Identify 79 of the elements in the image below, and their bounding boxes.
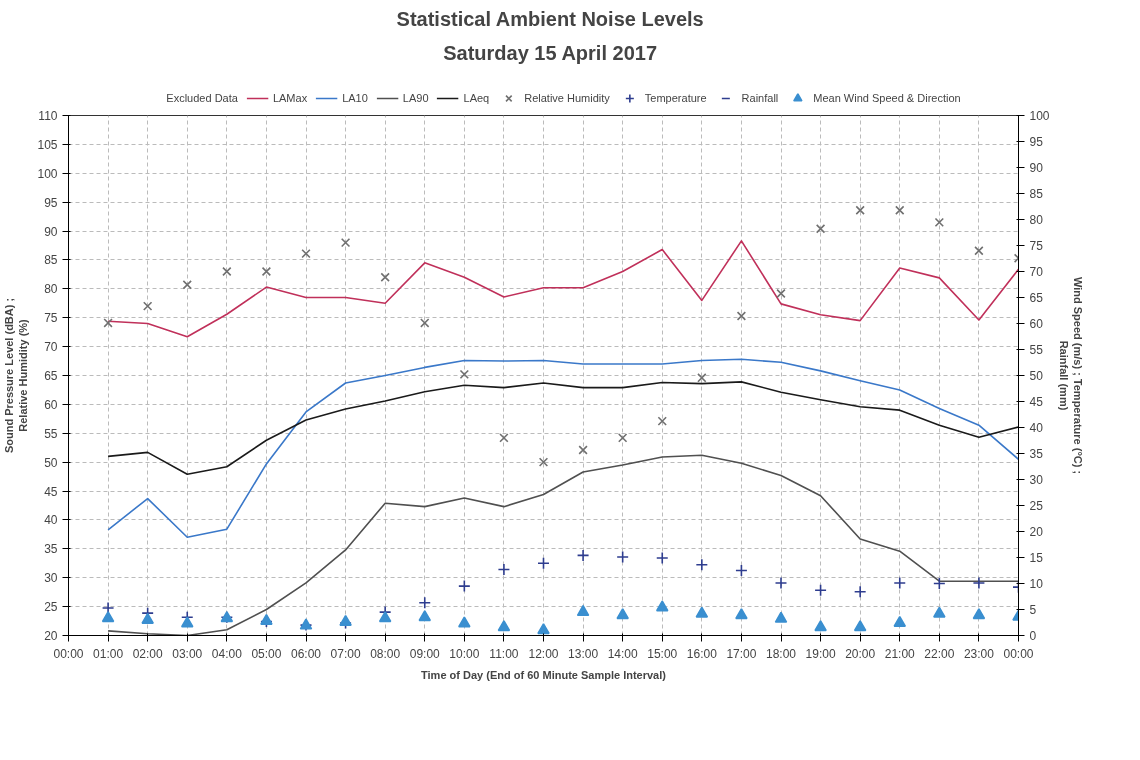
x-tick-label: 19:00 [805,646,836,661]
x-tick-label: 11:00 [489,646,519,661]
legend-label: LAMax [272,92,308,104]
y2-tick-label: 20 [1029,525,1044,539]
legend-label: LAeq [463,92,490,104]
legend-label: Mean Wind Speed & Direction [813,92,961,104]
y-tick-label: 20 [44,629,58,643]
x-tick-label: 06:00 [290,646,322,661]
x-tick-label: 04:00 [211,646,243,661]
y-tick-label: 80 [44,282,58,297]
y-tick-label: 50 [44,455,58,470]
x-tick-label: 18:00 [765,646,797,661]
y2-tick-label: 15 [1029,551,1044,565]
y2-tick-label: 65 [1029,291,1044,305]
chart-subtitle: Saturday 15 April 2017 [443,41,658,64]
y2-tick-label: 95 [1029,135,1044,149]
legend-label: Rainfall [741,92,779,104]
y-tick-label: 25 [44,600,58,615]
y-tick-label: 35 [44,542,58,557]
y-tick-label: 100 [37,166,58,181]
y2-tick-label: 70 [1029,265,1044,279]
x-tick-label: 10:00 [449,646,480,661]
y2-tick-label: 30 [1029,473,1044,487]
y2-tick-label: 80 [1029,213,1044,227]
y-tick-label: 65 [44,369,58,383]
x-tick-label: 20:00 [845,646,876,661]
x-tick-label: 07:00 [330,646,361,661]
y-axis-title: Sound Pressure Level (dBA) ; Relative Humidity (%) [3,297,30,454]
x-tick-label: 09:00 [409,646,441,661]
y2-tick-label: 55 [1029,343,1044,357]
y2-axis-title: Wind Speed (m/s) ; Temperature (°C) ; Rainfall (mm) [1057,276,1084,475]
x-tick-label: 08:00 [370,646,401,661]
y2-tick-label: 50 [1029,369,1044,383]
x-tick-label: 17:00 [726,646,757,661]
y-tick-label: 85 [44,253,58,268]
y-tick-label: 60 [44,397,58,412]
y2-tick-label: 60 [1029,317,1044,331]
x-tick-label: 05:00 [251,646,282,661]
x-tick-label: 12:00 [528,646,559,661]
y-tick-label: 40 [44,513,58,528]
legend-label: Relative Humidity [524,92,610,104]
x-tick-label: 00:00 [1003,646,1034,661]
chart-title: Statistical Ambient Noise Levels [396,7,704,30]
y2-tick-label: 0 [1029,629,1037,643]
legend-label: Temperature [644,92,707,104]
y-tick-label: 110 [38,109,58,123]
x-tick-label: 15:00 [647,646,678,661]
x-tick-label: 00:00 [53,646,84,661]
x-tick-label: 14:00 [607,646,639,661]
y-tick-label: 55 [44,426,58,441]
x-tick-label: 02:00 [132,646,164,661]
text: Excluded Data [166,92,238,104]
x-axis-title: Time of Day (End of 60 Minute Sample Interval) [421,668,667,681]
x-tick-label: 22:00 [924,646,955,661]
x-tick-label: 21:00 [884,646,916,661]
y2-tick-label: 40 [1029,421,1044,435]
legend-label: LA90 [402,92,429,104]
y2-tick-label: 25 [1029,499,1044,513]
x-tick-label: 03:00 [172,646,203,661]
y2-tick-label: 35 [1029,447,1044,461]
y-tick-label: 30 [44,571,58,586]
y2-tick-label: 75 [1029,239,1044,253]
x-tick-label: 13:00 [568,646,599,661]
y2-tick-label: 5 [1029,603,1037,617]
x-tick-label: 23:00 [963,646,995,661]
y-tick-label: 90 [44,224,58,239]
x-tick-label: 16:00 [686,646,718,661]
y-tick-label: 95 [44,195,58,210]
y-tick-label: 75 [44,311,58,326]
y2-tick-label: 45 [1029,395,1044,409]
y2-tick-label: 10 [1029,577,1044,591]
y2-tick-label: 100 [1029,109,1050,123]
y-tick-label: 70 [44,340,58,355]
y-tick-label: 105 [37,137,58,152]
x-tick-label: 01:00 [93,646,124,661]
y2-tick-label: 85 [1029,187,1044,201]
y2-tick-label: 90 [1029,161,1044,175]
y-tick-label: 45 [44,484,58,499]
legend-label: LA10 [342,92,368,104]
